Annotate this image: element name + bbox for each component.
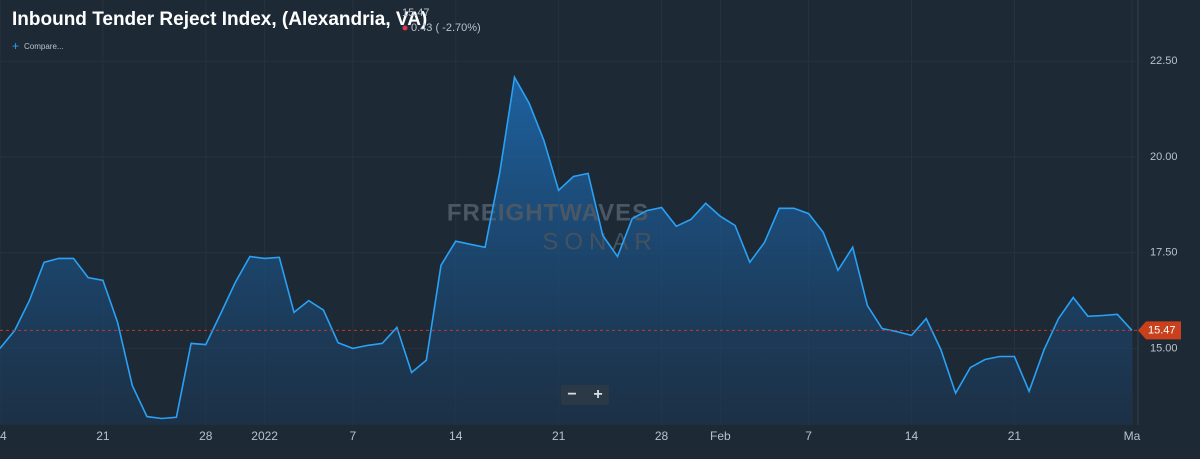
x-tick-label: 2022 (251, 429, 278, 443)
x-tick-label: 14 (905, 429, 919, 443)
header-price: 15.47 (402, 7, 430, 19)
y-tick-label: 22.50 (1150, 55, 1178, 67)
x-tick-label: 7 (349, 429, 356, 443)
compare-link[interactable]: Compare... (24, 42, 64, 51)
x-tick-label: 21 (552, 429, 566, 443)
zoom-in[interactable]: + (593, 386, 602, 403)
header-change: 0.43 ( -2.70%) (411, 22, 481, 34)
watermark-brand: FREIGHTWAVES (447, 199, 649, 226)
y-tick-label: 17.50 (1150, 247, 1178, 259)
zoom-out[interactable]: − (567, 386, 576, 403)
zoom-controls: − + (561, 385, 609, 405)
y-tick-label: 20.00 (1150, 151, 1178, 163)
last-value-tag (1138, 321, 1181, 340)
x-tick-label: 28 (199, 429, 213, 443)
x-tick-label: 21 (96, 429, 110, 443)
x-tick-label: 14 (449, 429, 463, 443)
zoom-box (561, 385, 609, 405)
x-tick-label: Feb (710, 429, 731, 443)
x-tick-label: 7 (805, 429, 812, 443)
y-tick-label: 15.00 (1150, 342, 1178, 354)
area-fill (0, 77, 1132, 426)
x-tick-label: 28 (655, 429, 669, 443)
change-dot (402, 25, 408, 31)
x-tick-label: 21 (1008, 429, 1022, 443)
chart-title: Inbound Tender Reject Index, (Alexandria… (12, 9, 427, 30)
last-value-label: 15.47 (1148, 324, 1176, 336)
x-tick-label: Ma (1124, 429, 1141, 443)
compare-plus[interactable]: + (12, 39, 19, 53)
x-tick-label: 4 (0, 429, 7, 443)
series-line (0, 74, 1133, 420)
watermark-product: SONAR (542, 228, 657, 255)
